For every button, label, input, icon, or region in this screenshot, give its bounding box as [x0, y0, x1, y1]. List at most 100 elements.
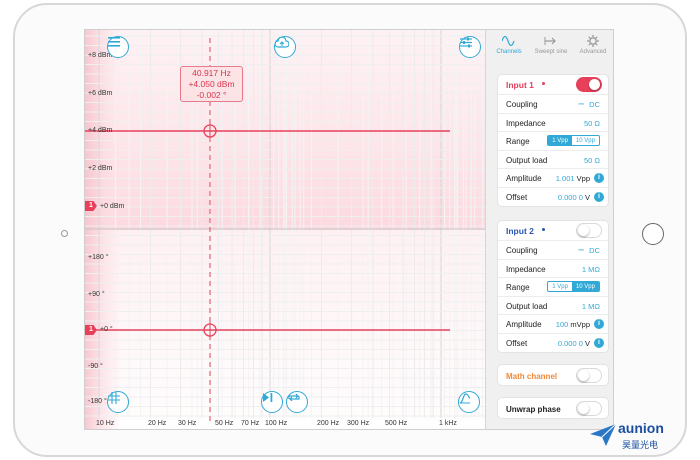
tab-channels[interactable]: Channels [488, 33, 530, 55]
input2-coupling-row: Coupling DC ⎓ [498, 241, 608, 260]
tab-label: Channels [496, 49, 522, 55]
offset-value[interactable]: 0.000 0 V [558, 193, 590, 202]
y-label-mag: +2 dBm [88, 165, 113, 172]
input1-card: Input 1 Coupling DC ⎓ Impedance 50 Ω Ran… [497, 74, 609, 207]
offset-unit: V [584, 338, 590, 348]
cloud-upload-button[interactable] [274, 36, 296, 58]
tab-bar: Channels Sweept sine Advanced [486, 30, 613, 64]
input1-output-row: Output load 50 Ω [498, 151, 608, 169]
bode-plot[interactable]: +8 dBm +6 dBm +4 dBm +2 dBm +0 dBm +180 … [85, 30, 485, 429]
cursor-handle-mag[interactable] [202, 123, 218, 139]
coupling-value[interactable]: DC [589, 100, 600, 109]
sliders-icon [460, 37, 472, 48]
autoscale-icon [459, 393, 471, 404]
watermark-logo: aunion 昊量光电 [586, 420, 696, 456]
plot-canvas [85, 30, 485, 429]
play-pause-icon [263, 393, 273, 402]
loop-button[interactable] [286, 391, 308, 413]
home-button[interactable] [642, 223, 664, 245]
amplitude-info-icon[interactable]: i [594, 319, 604, 329]
offset-number: 0.000 0 [557, 192, 583, 202]
input2-header: Input 2 [498, 221, 608, 241]
impedance-value[interactable]: 50 Ω [583, 118, 600, 128]
amplitude-number: 100 [555, 320, 569, 329]
gear-icon [587, 35, 599, 47]
grid-toggle-button[interactable] [107, 391, 129, 413]
offset-info-icon[interactable]: i [594, 191, 604, 202]
range-option[interactable]: 1 Vpp [552, 284, 568, 290]
cursor-handle-phase[interactable] [202, 322, 218, 338]
grid [85, 30, 485, 418]
watermark-text: aunion [618, 420, 664, 436]
amplitude-label: Amplitude [506, 174, 542, 183]
amplitude-value[interactable]: 100 mVpp [556, 320, 590, 329]
input2-title: Input 2 [506, 226, 534, 236]
range-option[interactable]: 10 Vpp [571, 282, 599, 291]
amplitude-label: Amplitude [506, 320, 542, 329]
unwrap-phase-toggle[interactable] [576, 401, 602, 416]
input2-range-row: Range 1 Vpp 10 Vpp [498, 278, 608, 297]
x-label: 200 Hz [317, 420, 340, 427]
range-selector[interactable]: 1 Vpp 10 Vpp [547, 281, 600, 292]
wave-icon [502, 36, 515, 46]
output-load-label: Output load [506, 155, 548, 165]
y-label-phase: +90 ° [88, 291, 105, 298]
input2-output-row: Output load 1 MΩ [498, 297, 608, 315]
y-label-phase: -90 ° [88, 363, 103, 370]
autoscale-button[interactable] [458, 391, 480, 413]
cursor-phase: -0.002 ° [196, 90, 227, 100]
camera-icon [61, 230, 68, 237]
offset-label: Offset [506, 192, 528, 202]
offset-number: 0.000 0 [557, 338, 583, 348]
cursor-magnitude: +4.050 dBm [188, 79, 235, 89]
output-load-value[interactable]: 1 MΩ [581, 301, 600, 311]
paper-plane-icon [590, 424, 616, 446]
offset-value[interactable]: 0.000 0 V [558, 339, 590, 348]
input1-coupling-row: Coupling DC ⎓ [498, 95, 608, 114]
range-label: Range [506, 137, 530, 146]
math-channel-card: Math channel [497, 364, 609, 386]
x-label: 300 Hz [347, 420, 370, 427]
y-label-phase: +0 ° [100, 326, 113, 333]
amplitude-value[interactable]: 1.001 Vpp [556, 174, 590, 183]
impedance-value[interactable]: 1 MΩ [581, 264, 600, 274]
y-label-mag: +0 dBm [100, 203, 125, 210]
coupling-value[interactable]: DC [589, 246, 600, 255]
x-label: 10 Hz [96, 420, 115, 427]
x-label: 30 Hz [178, 420, 197, 427]
cloud-upload-icon [275, 37, 289, 48]
input2-toggle[interactable] [576, 223, 602, 238]
menu-button[interactable] [107, 36, 129, 58]
impedance-label: Impedance [506, 118, 546, 128]
dc-icon: ⎓ [578, 247, 584, 254]
math-channel-toggle[interactable] [576, 368, 602, 383]
offset-info-icon[interactable]: i [594, 337, 604, 348]
x-label: 70 Hz [241, 420, 260, 427]
amplitude-info-icon[interactable]: i [594, 173, 604, 183]
cursor-readout: 40.917 Hz +4.050 dBm -0.002 ° [180, 66, 243, 102]
input2-amplitude-row: Amplitude 100 mVpp i [498, 315, 608, 334]
amplitude-unit: mVpp [570, 320, 590, 329]
input2-offset-row: Offset 0.000 0 V i [498, 334, 608, 353]
play-pause-button[interactable] [261, 391, 283, 413]
input1-toggle[interactable] [576, 77, 602, 92]
input1-offset-row: Offset 0.000 0 V i [498, 188, 608, 207]
coupling-label: Coupling [506, 246, 538, 255]
tab-label: Sweept sine [534, 49, 568, 55]
output-load-label: Output load [506, 301, 548, 311]
x-label: 50 Hz [215, 420, 234, 427]
offset-unit: V [584, 192, 590, 202]
channel-marker-mag[interactable]: 1 [85, 201, 97, 211]
y-label-phase: +180 ° [88, 254, 109, 261]
amplitude-unit: Vpp [576, 174, 590, 183]
impedance-label: Impedance [506, 264, 546, 274]
channel-marker-phase[interactable]: 1 [85, 325, 97, 335]
range-option[interactable]: 10 Vpp [575, 138, 595, 144]
input1-amplitude-row: Amplitude 1.001 Vpp i [498, 169, 608, 188]
settings-sliders-button[interactable] [459, 36, 481, 58]
output-load-value[interactable]: 50 Ω [583, 155, 600, 165]
tab-advanced[interactable]: Advanced [572, 33, 613, 55]
range-selector[interactable]: 1 Vpp 10 Vpp [547, 135, 600, 146]
tab-swept-sine[interactable]: Sweept sine [530, 33, 572, 55]
range-option[interactable]: 1 Vpp [548, 136, 572, 145]
